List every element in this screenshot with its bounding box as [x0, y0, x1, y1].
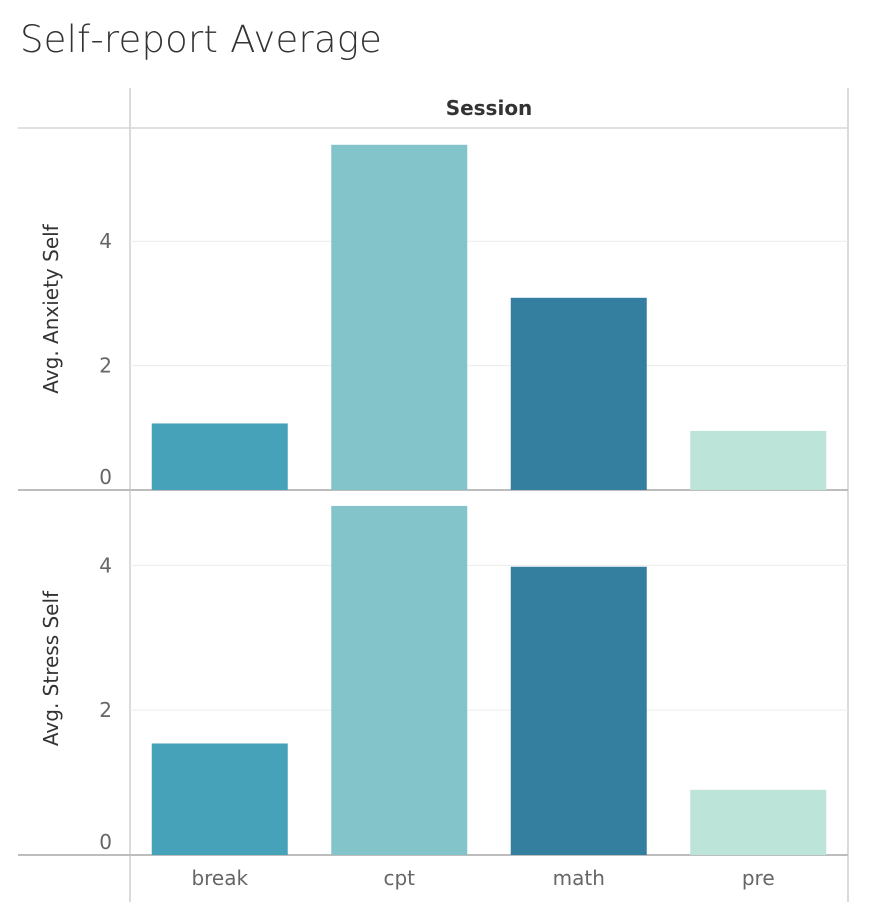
bar-break[interactable]: [151, 743, 288, 855]
labels: Session Avg. Anxiety Self Avg. Stress Self…: [39, 96, 775, 890]
bar-math[interactable]: [510, 566, 647, 855]
x-tick-label: cpt: [383, 866, 415, 890]
bar-pre[interactable]: [690, 430, 827, 490]
bar-cpt[interactable]: [331, 505, 468, 855]
bar-pre[interactable]: [690, 789, 827, 855]
y-tick-label: 0: [99, 830, 112, 854]
chart-title: Self-report Average: [20, 18, 383, 61]
y-tick-label: 0: [99, 465, 112, 489]
y-ticks: 0 2 4 0 2 4: [99, 229, 112, 854]
y-axis-title: Avg. Anxiety Self: [39, 223, 63, 393]
x-tick-label: break: [191, 866, 248, 890]
y-tick-label: 2: [99, 354, 112, 378]
y-tick-label: 4: [99, 553, 112, 577]
column-header: Session: [446, 96, 533, 120]
gridlines: [130, 240, 848, 711]
y-axis-title: Avg. Stress Self: [39, 590, 63, 746]
x-tick-label: pre: [742, 866, 775, 890]
y-tick-label: 2: [99, 698, 112, 722]
y-tick-label: 4: [99, 229, 112, 253]
bar-break[interactable]: [151, 423, 288, 490]
bar-math[interactable]: [510, 297, 647, 490]
x-tick-label: math: [553, 866, 605, 890]
bar-cpt[interactable]: [331, 144, 468, 490]
bars: [151, 144, 827, 855]
